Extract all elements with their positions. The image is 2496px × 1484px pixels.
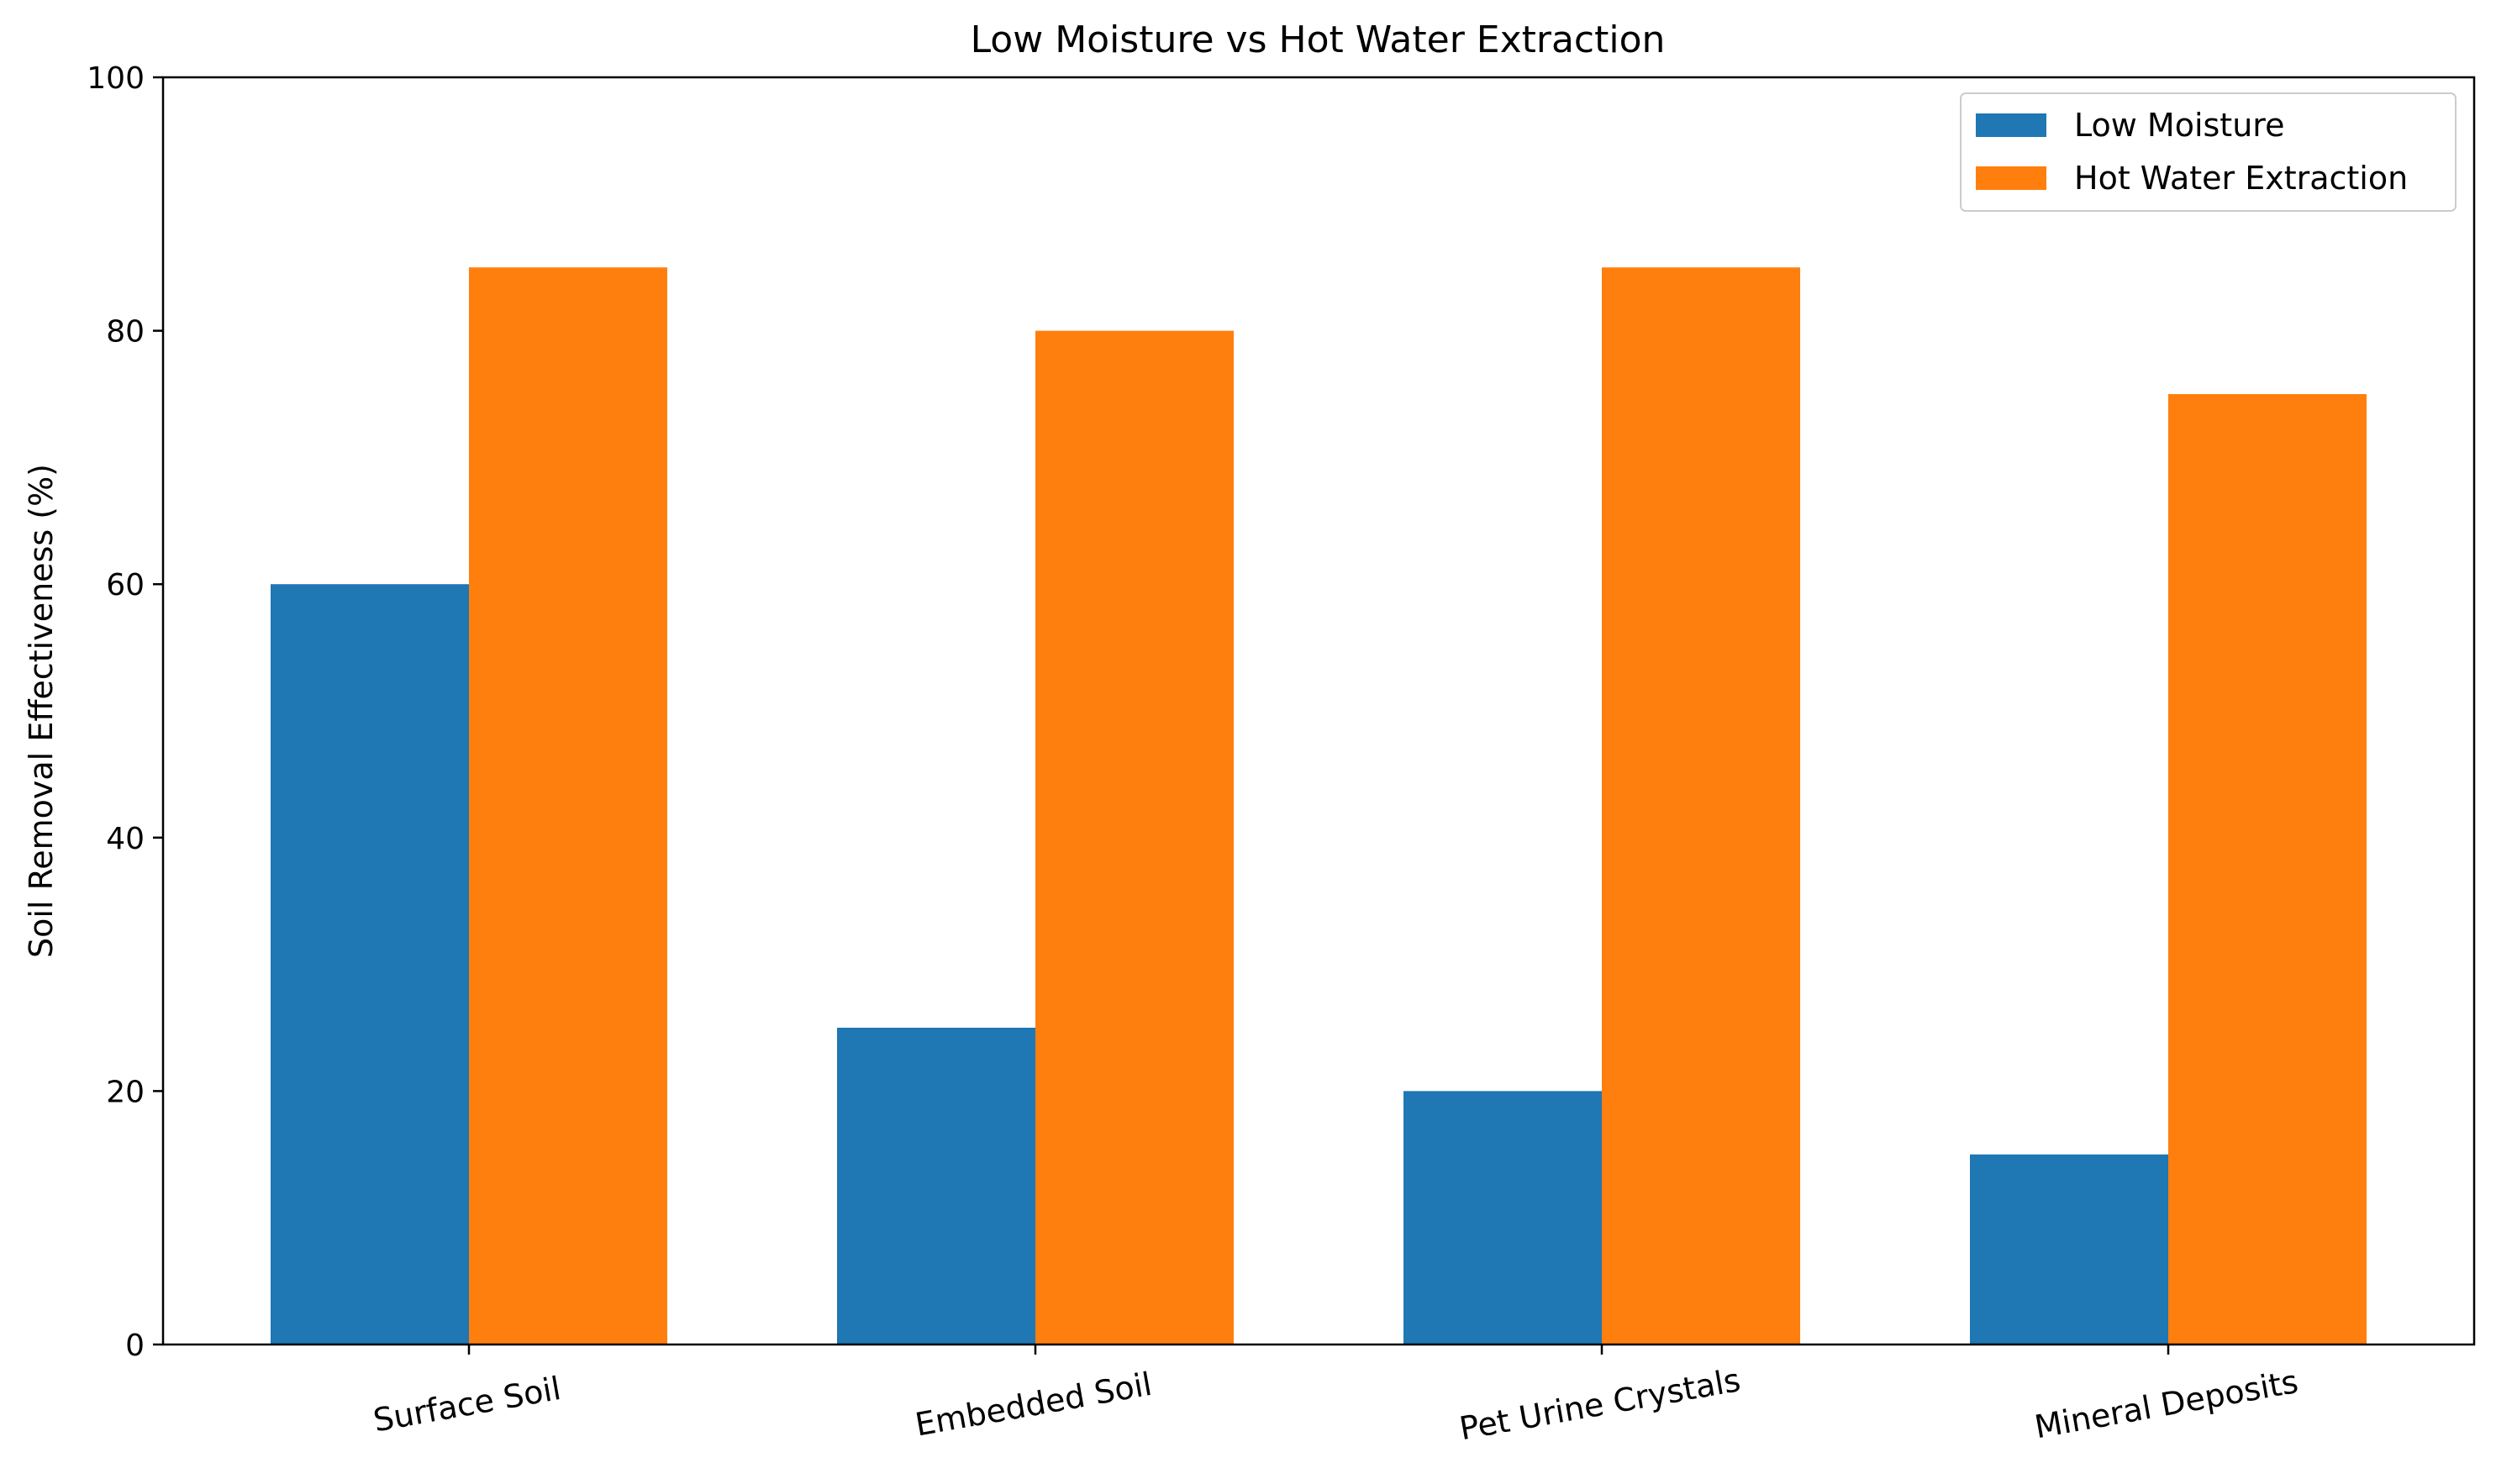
y-tick-label-80: 80 xyxy=(106,315,145,350)
bar-low-moisture-embedded-soil xyxy=(837,1028,1035,1345)
chart-title: Low Moisture vs Hot Water Extraction xyxy=(971,18,1666,61)
x-tick-label-pet-urine-crystals: Pet Urine Crystals xyxy=(1456,1361,1743,1447)
x-tick-label-embedded-soil: Embedded Soil xyxy=(913,1366,1155,1444)
x-tick-label-mineral-deposits: Mineral Deposits xyxy=(2032,1363,2301,1445)
legend-box xyxy=(1960,92,2457,212)
y-tick-label-20: 20 xyxy=(106,1075,145,1109)
legend-swatch-low-moisture xyxy=(1976,113,2046,137)
y-tick-label-40: 40 xyxy=(106,822,145,856)
legend-label-low-moisture: Low Moisture xyxy=(2074,107,2284,144)
y-tick-label-0: 0 xyxy=(125,1329,145,1363)
bars-layer xyxy=(271,267,2367,1345)
bar-hot-water-extraction-embedded-soil xyxy=(1035,330,1234,1345)
plot-frame xyxy=(161,76,2476,1346)
bar-low-moisture-mineral-deposits xyxy=(1970,1154,2168,1345)
bar-low-moisture-surface-soil xyxy=(271,584,469,1345)
bar-hot-water-extraction-pet-urine-crystals xyxy=(1602,267,1800,1345)
legend-swatch-hot-water-extraction xyxy=(1976,166,2046,190)
y-tick-label-100: 100 xyxy=(87,61,145,96)
legend-label-hot-water-extraction: Hot Water Extraction xyxy=(2074,160,2408,197)
bar-hot-water-extraction-mineral-deposits xyxy=(2168,394,2367,1345)
x-tick-label-surface-soil: Surface Soil xyxy=(371,1370,564,1439)
bar-hot-water-extraction-surface-soil xyxy=(469,267,667,1345)
y-axis-label: Soil Removal Effectiveness (%) xyxy=(23,464,60,958)
y-tick-label-60: 60 xyxy=(106,568,145,603)
bar-low-moisture-pet-urine-crystals xyxy=(1403,1091,1602,1345)
chart-legend: Low Moisture Hot Water Extraction xyxy=(1960,92,2457,212)
